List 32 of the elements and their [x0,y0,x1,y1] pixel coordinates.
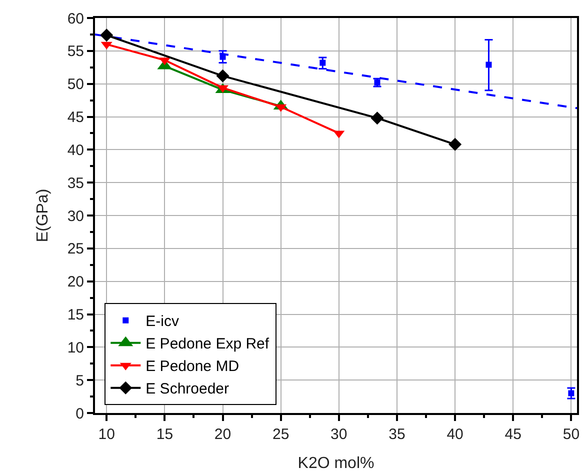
point [448,138,462,151]
y-tick-label: 60 [67,10,84,28]
point [100,28,114,42]
y-tick-label: 55 [67,43,84,60]
x-tick-label: 40 [446,426,464,443]
y-tick-label: 20 [67,274,84,291]
x-tick-label: 30 [330,426,348,443]
x-tick-label: 25 [272,426,290,443]
y-tick-label: 30 [67,208,84,225]
point [216,69,230,82]
y-tick-label: 10 [67,339,84,356]
x-tick-label: 35 [388,426,406,443]
y-tick-label: 25 [67,240,84,258]
y-tick-label: 15 [67,306,84,324]
y-axis-title: E(GPa) [34,188,52,242]
x-tick-label: 45 [504,426,522,443]
y-tick-label: 40 [67,142,84,159]
y-tick-label: 45 [67,109,84,126]
legend-label: E Schroeder [146,380,230,398]
x-tick-label: 50 [562,426,580,443]
legend-label: E Pedone MD [146,358,240,376]
point [370,112,384,125]
y-tick-label: 35 [67,174,84,192]
y-tick-label: 50 [67,76,84,94]
x-tick-label: 15 [156,426,174,443]
x-tick-label: 10 [98,426,115,443]
x-axis-title: K2O mol% [298,455,374,472]
y-tick-label: 5 [76,372,84,390]
x-tick-label: 20 [214,426,232,443]
legend-label: E-icv [146,313,180,330]
y-tick-label: 0 [76,405,84,422]
legend-label: E Pedone Exp Ref [146,336,270,353]
